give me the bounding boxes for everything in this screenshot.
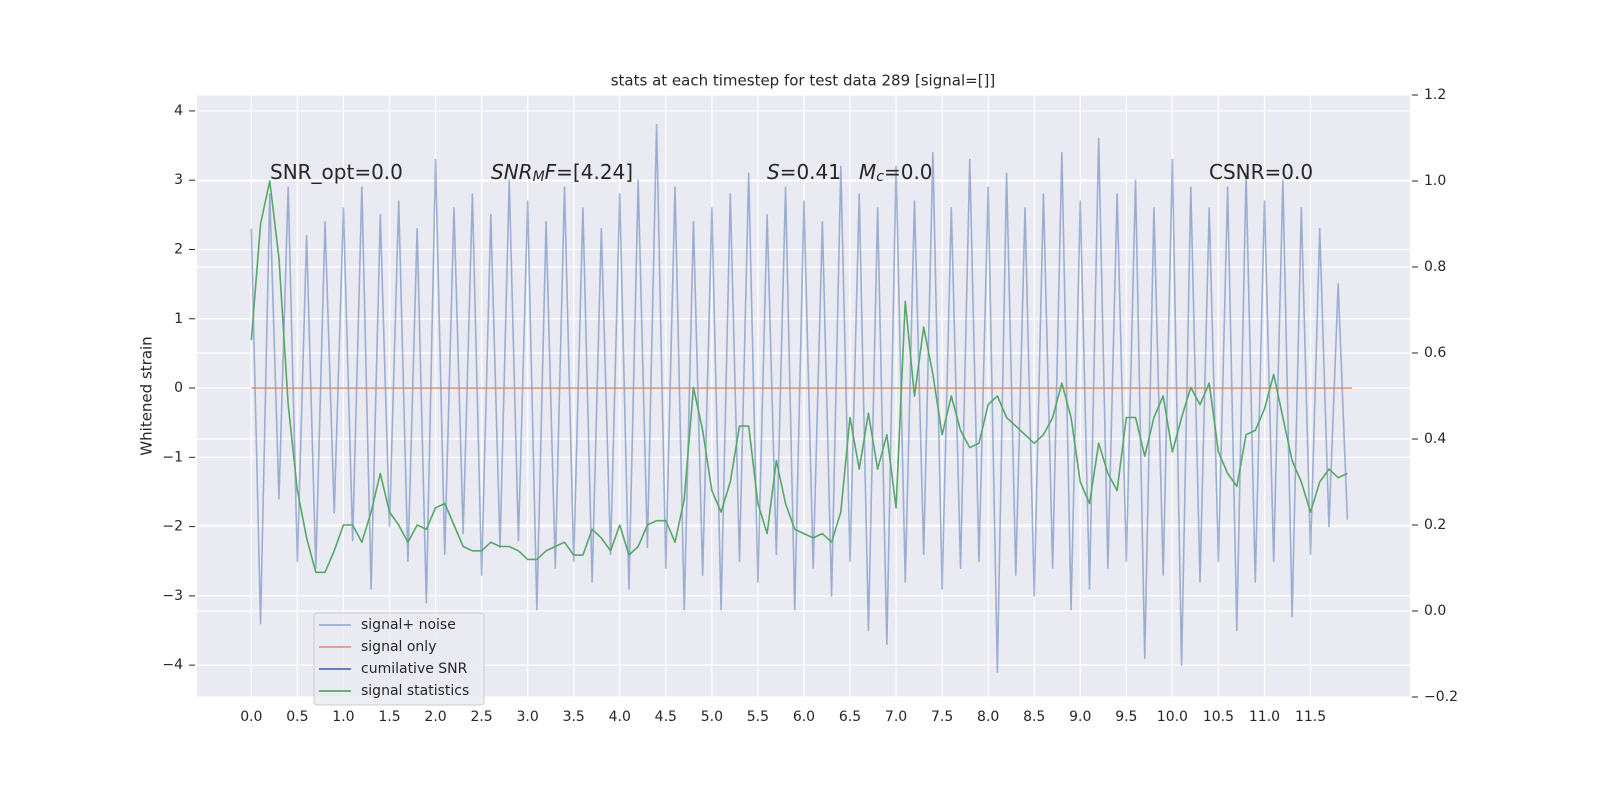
x-tick-label: 2.5 [470, 709, 492, 725]
series-line [250, 123, 1349, 673]
y2-tick-label: 0.0 [1424, 603, 1446, 619]
x-tick-label: 11.0 [1249, 709, 1280, 725]
x-tick-label: 0.0 [240, 709, 262, 725]
annotation-part: =0.41 [780, 160, 841, 184]
annotations: SNR_opt=0.0 SNRMF=[4.24] S=0.41 Mc=0.0 CSNR=… [270, 160, 1313, 186]
x-tick-label: 0.5 [286, 709, 308, 725]
x-tick-label: 10.0 [1157, 709, 1188, 725]
annotation-part: SNR_opt=0.0 [270, 160, 403, 184]
annotation-part: M [859, 160, 876, 184]
annotation: S=0.41 [767, 160, 841, 184]
y-tick-label: 2 [174, 241, 183, 257]
x-tick-label: 8.5 [1023, 709, 1045, 725]
y2-tick-label: 1.2 [1424, 87, 1446, 103]
lines [250, 123, 1352, 673]
legend: signal+ noise signal only cumilative SNR si… [313, 612, 485, 706]
y2-tick-label: −0.2 [1424, 689, 1458, 705]
y-tick-label: 1 [174, 311, 183, 327]
x-tick-label: 3.0 [517, 709, 539, 725]
x-tick-label: 3.5 [563, 709, 585, 725]
x-tick-label: 6.0 [793, 709, 815, 725]
y2-tick-label: 0.2 [1424, 517, 1446, 533]
annotation-part: CSNR=0.0 [1209, 160, 1313, 184]
legend-label: cumilative SNR [361, 661, 468, 677]
annotation: SNRMF=[4.24] [491, 160, 633, 186]
x-tick-label: 11.5 [1295, 709, 1326, 725]
y-tick-label: 3 [174, 172, 183, 188]
x-tick-label: 1.0 [332, 709, 354, 725]
annotation: Mc=0.0 [859, 160, 933, 186]
chart-title: stats at each timestep for test data 289… [611, 72, 996, 90]
x-tick-label: 9.0 [1069, 709, 1091, 725]
x-tick-label: 10.5 [1203, 709, 1234, 725]
legend-label: signal only [361, 639, 436, 655]
annotation: CSNR=0.0 [1209, 160, 1313, 184]
annotation-part: =0.0 [884, 160, 933, 184]
y-tick-label: 4 [174, 103, 183, 119]
annotation-part: S [767, 160, 780, 184]
y-tick-label: −2 [162, 519, 183, 535]
x-tick-label: 6.5 [839, 709, 861, 725]
y-tick-label: −4 [162, 657, 183, 673]
series-line [250, 180, 1348, 574]
y2-tick-label: 0.4 [1424, 431, 1446, 447]
x-tick-label: 8.0 [977, 709, 999, 725]
x-tick-label: 1.5 [378, 709, 400, 725]
x-tick-label: 2.0 [424, 709, 446, 725]
x-tick-label: 4.0 [609, 709, 631, 725]
annotation-part: c [876, 169, 884, 185]
legend-label: signal statistics [361, 683, 469, 699]
annotation-part: =[4.24] [556, 160, 633, 184]
y-axis-label: Whitened strain [138, 336, 156, 455]
legend-label: signal+ noise [361, 617, 456, 633]
y2-tick-label: 0.8 [1424, 259, 1446, 275]
axes: 0.0 0.5 1.0 1.5 2.0 2.5 3.0 3.5 4.0 4.5 5.0 5.5 6.0 6… [162, 87, 1458, 725]
x-tick-label: 5.5 [747, 709, 769, 725]
annotation-part: F [545, 160, 557, 184]
legend-box [313, 612, 485, 706]
y-tick-label: −1 [162, 449, 183, 465]
x-tick-label: 5.0 [701, 709, 723, 725]
y2-tick-label: 0.6 [1424, 345, 1446, 361]
y-tick-label: 0 [174, 380, 183, 396]
y-tick-label: −3 [162, 588, 183, 604]
x-tick-label: 7.0 [885, 709, 907, 725]
x-tick-label: 4.5 [655, 709, 677, 725]
annotation-part: SNR [491, 160, 533, 184]
annotation: SNR_opt=0.0 [270, 160, 403, 184]
x-tick-label: 9.5 [1115, 709, 1137, 725]
x-tick-label: 7.5 [931, 709, 953, 725]
annotation-part: M [533, 169, 545, 185]
y2-tick-label: 1.0 [1424, 173, 1446, 189]
